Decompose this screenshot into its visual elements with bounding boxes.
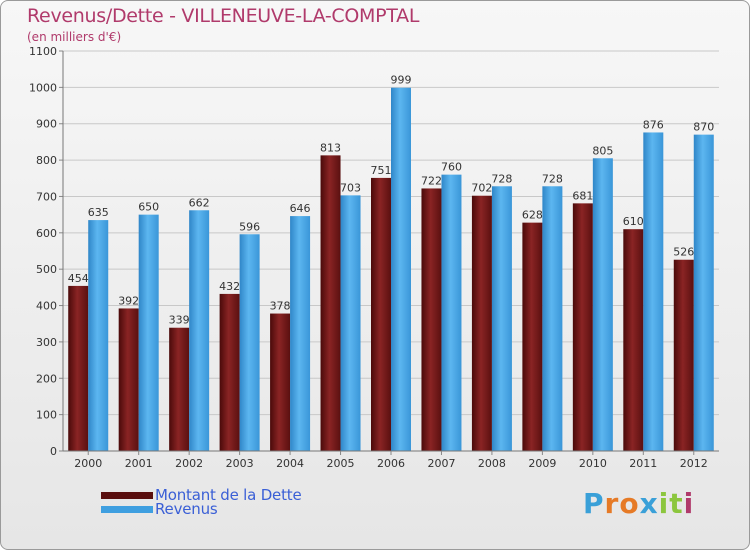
x-tick-label: 2012: [680, 457, 708, 470]
bar-dette: [169, 327, 190, 451]
bar-revenus: [391, 87, 411, 452]
data-label-dette: 339: [169, 314, 190, 327]
data-label-dette: 628: [522, 209, 543, 222]
data-label-revenus: 596: [239, 220, 260, 233]
proxiti-logo: Proxiti: [583, 487, 694, 520]
legend-label-revenus: Revenus: [155, 500, 218, 518]
legend-swatch-dette: [101, 491, 153, 499]
logo-letter: o: [619, 487, 640, 520]
bar-dette: [118, 308, 139, 451]
data-label-dette: 392: [118, 294, 139, 307]
data-label-dette: 432: [219, 280, 240, 293]
data-label-dette: 702: [471, 182, 492, 195]
bar-revenus: [592, 158, 613, 452]
data-label-dette: 722: [421, 174, 442, 187]
x-tick-label: 2002: [175, 457, 203, 470]
data-label-revenus: 805: [592, 144, 613, 157]
legend-item-revenus: Revenus: [101, 500, 218, 518]
data-label-revenus: 876: [643, 118, 664, 131]
y-tick-label: 900: [36, 118, 57, 131]
x-tick-label: 2000: [74, 457, 102, 470]
bar-dette: [371, 177, 391, 451]
data-label-dette: 610: [623, 215, 644, 228]
x-tick-label: 2006: [377, 457, 405, 470]
data-label-revenus: 662: [189, 196, 210, 209]
data-label-dette: 378: [270, 300, 291, 313]
data-label-dette: 454: [68, 272, 89, 285]
logo-letter: P: [583, 487, 605, 520]
legend-label-dette: Montant de la Dette: [155, 486, 302, 504]
y-tick-label: 700: [36, 190, 57, 203]
x-tick-label: 2005: [327, 457, 355, 470]
data-label-revenus: 760: [441, 161, 462, 174]
logo-letter: t: [669, 487, 684, 520]
y-tick-label: 500: [36, 263, 57, 276]
bar-dette: [623, 229, 644, 451]
bar-revenus: [542, 186, 563, 452]
data-label-revenus: 646: [290, 202, 311, 215]
data-label-revenus: 635: [88, 206, 109, 219]
labels-layer: 454 635 392 650 339 662 432 596 378 646 813 703 751 9…: [68, 74, 715, 327]
y-tick-label: 0: [50, 445, 57, 458]
bar-revenus: [441, 174, 462, 452]
y-tick-label: 800: [36, 154, 57, 167]
x-tick-label: 2009: [528, 457, 556, 470]
bar-revenus: [491, 186, 512, 452]
data-label-revenus: 999: [391, 74, 412, 87]
logo-letter: i: [683, 487, 695, 520]
legend-swatch-revenus: [101, 505, 153, 513]
bar-dette: [572, 203, 593, 451]
logo-letter: x: [639, 487, 659, 520]
y-tick-label: 1100: [29, 45, 57, 58]
axis-layer: 0 100 200 300 400 500 600 700 800 900 1000 1100 2000…: [29, 45, 719, 470]
data-label-dette: 526: [673, 246, 694, 259]
bar-dette: [673, 259, 694, 451]
bar-revenus: [290, 216, 311, 451]
y-tick-label: 100: [36, 409, 57, 422]
bar-revenus: [693, 134, 714, 452]
chart-subtitle: (en milliers d'€): [27, 30, 122, 44]
data-label-revenus: 728: [542, 172, 563, 185]
bar-dette: [421, 188, 442, 452]
x-tick-label: 2011: [629, 457, 657, 470]
data-label-revenus: 703: [340, 181, 361, 194]
data-label-revenus: 870: [693, 121, 714, 134]
bar-revenus: [138, 214, 159, 451]
y-tick-label: 600: [36, 227, 57, 240]
x-tick-label: 2008: [478, 457, 506, 470]
bar-dette: [320, 155, 341, 451]
x-tick-label: 2010: [579, 457, 607, 470]
bar-revenus: [88, 220, 109, 451]
y-tick-label: 400: [36, 300, 57, 313]
chart-title: Revenus/Dette - VILLENEUVE-LA-COMPTAL: [27, 5, 420, 27]
logo-letter: r: [604, 487, 620, 520]
y-tick-label: 200: [36, 372, 57, 385]
bar-dette: [270, 313, 291, 451]
y-tick-label: 1000: [29, 81, 57, 94]
bar-revenus: [239, 234, 260, 451]
bars-layer: [68, 87, 714, 452]
bar-revenus: [189, 210, 210, 451]
bar-dette: [68, 285, 89, 451]
y-tick-label: 300: [36, 336, 57, 349]
data-label-dette: 751: [371, 164, 392, 177]
data-label-dette: 681: [572, 189, 593, 202]
data-label-revenus: 650: [138, 201, 159, 214]
bar-dette: [219, 293, 240, 451]
data-label-dette: 813: [320, 141, 341, 154]
logo-letter: i: [658, 487, 670, 520]
x-tick-label: 2004: [276, 457, 304, 470]
legend-item-dette: Montant de la Dette: [101, 486, 302, 504]
x-tick-label: 2007: [427, 457, 455, 470]
x-tick-label: 2003: [226, 457, 254, 470]
x-tick-label: 2001: [125, 457, 153, 470]
bar-revenus: [643, 132, 664, 452]
bar-dette: [471, 195, 492, 451]
data-label-revenus: 728: [491, 172, 512, 185]
bar-dette: [522, 222, 543, 451]
bar-revenus: [340, 195, 361, 451]
